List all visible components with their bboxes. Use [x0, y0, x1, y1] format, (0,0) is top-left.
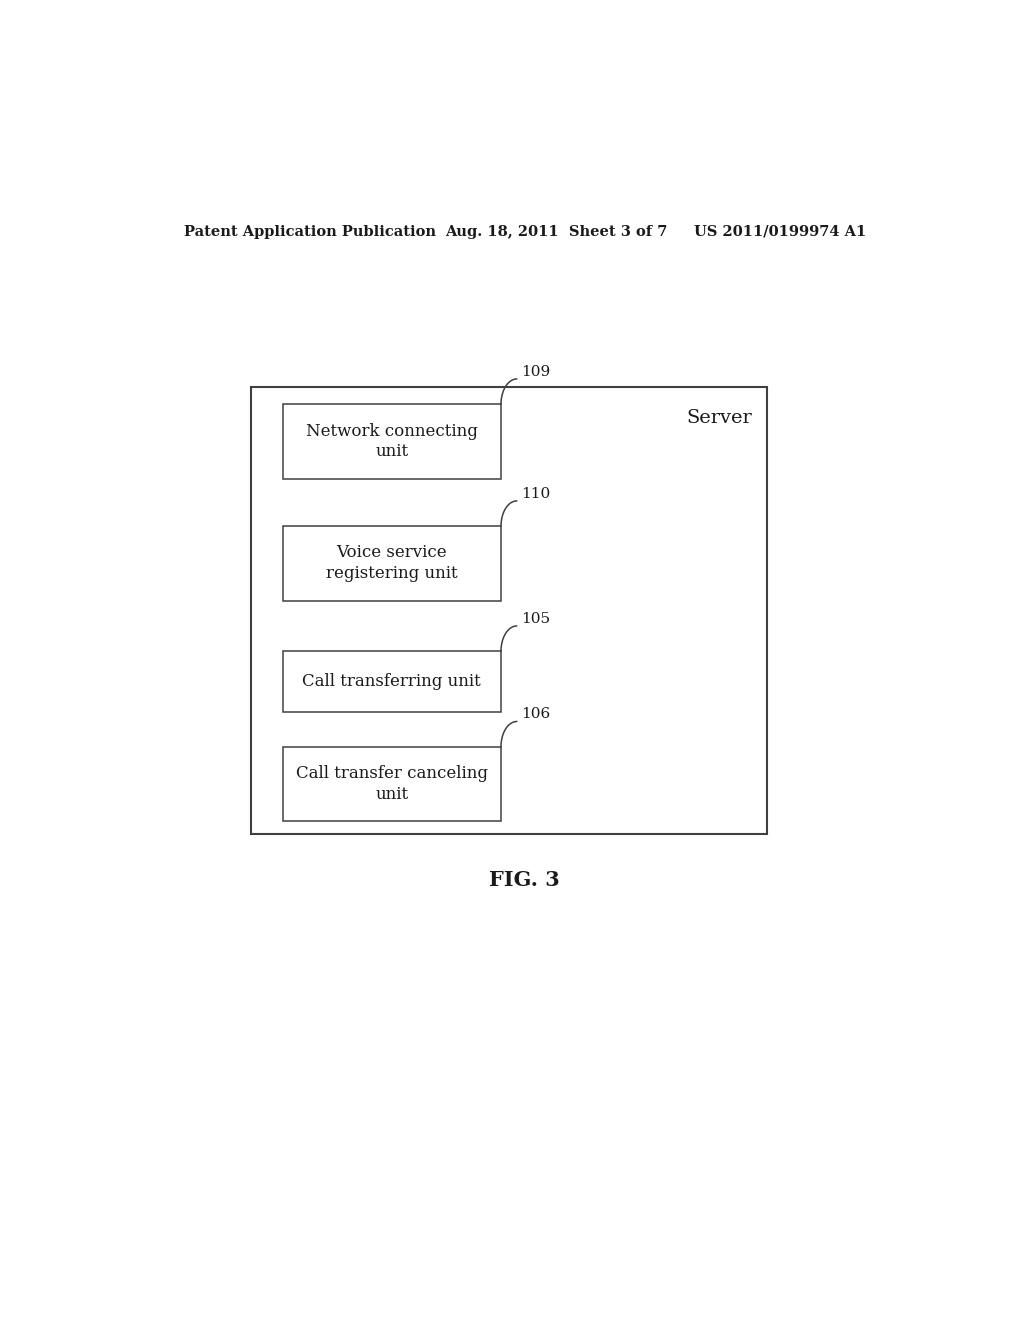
- Text: US 2011/0199974 A1: US 2011/0199974 A1: [694, 224, 866, 239]
- Text: 110: 110: [521, 487, 550, 500]
- Bar: [283, 747, 501, 821]
- Text: 105: 105: [521, 612, 550, 626]
- Bar: [283, 527, 501, 601]
- Text: Voice service
registering unit: Voice service registering unit: [326, 544, 458, 582]
- Text: Patent Application Publication: Patent Application Publication: [183, 224, 435, 239]
- Text: Call transfer canceling
unit: Call transfer canceling unit: [296, 766, 487, 803]
- Text: FIG. 3: FIG. 3: [489, 870, 560, 890]
- Text: 109: 109: [521, 364, 550, 379]
- Text: Call transferring unit: Call transferring unit: [302, 673, 481, 690]
- Bar: [251, 387, 767, 834]
- Text: 106: 106: [521, 708, 550, 722]
- Bar: [283, 404, 501, 479]
- Bar: [283, 651, 501, 713]
- Text: Server: Server: [686, 409, 752, 426]
- Text: Network connecting
unit: Network connecting unit: [306, 422, 478, 461]
- Text: Aug. 18, 2011  Sheet 3 of 7: Aug. 18, 2011 Sheet 3 of 7: [445, 224, 668, 239]
